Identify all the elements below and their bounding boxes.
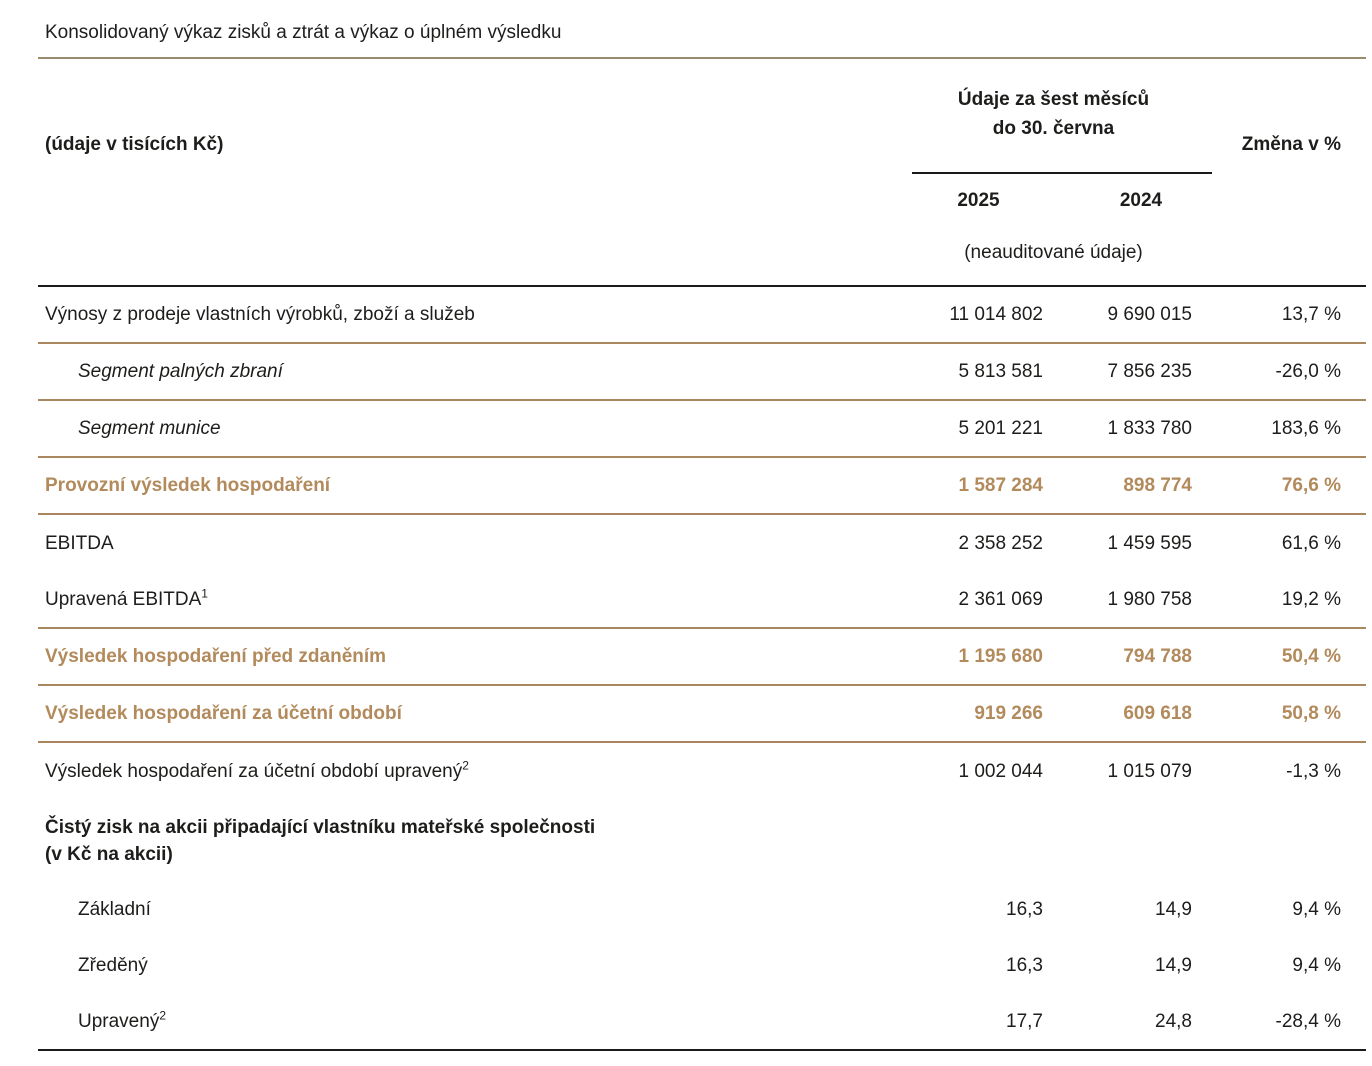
value-2024: 24,8 bbox=[1155, 1010, 1192, 1032]
row-label: Výsledek hospodaření za účetní období bbox=[45, 702, 402, 724]
table-row-segment-firearms: Segment palných zbraní 5 813 581 7 856 2… bbox=[38, 344, 1366, 401]
table-row-period-result-adjusted: Výsledek hospodaření za účetní období up… bbox=[38, 743, 1366, 800]
year-columns: 2025 2024 bbox=[891, 190, 1216, 212]
period-header-group: Údaje za šest měsíců do 30. června 2025 … bbox=[891, 59, 1216, 264]
table-bottom-rule bbox=[38, 1049, 1366, 1051]
value-change: 13,7 % bbox=[1281, 303, 1341, 325]
page-title: Konsolidovaný výkaz zisků a ztrát a výka… bbox=[45, 22, 562, 43]
column-header-2025: 2025 bbox=[957, 190, 1000, 211]
value-2025: 17,7 bbox=[1006, 1010, 1043, 1032]
value-2025: 16,3 bbox=[1006, 899, 1043, 920]
table-row-pretax-result: Výsledek hospodaření před zdaněním 1 195… bbox=[38, 629, 1366, 686]
section-header-line2: (v Kč na akcii) bbox=[45, 844, 173, 865]
row-label: Zředěný bbox=[78, 955, 148, 976]
table-row-eps-basic: Základní 16,3 14,9 9,4 % bbox=[38, 882, 1366, 938]
value-2025: 16,3 bbox=[1006, 955, 1043, 976]
statement-page: Konsolidovaný výkaz zisků a ztrát a výka… bbox=[38, 0, 1366, 1051]
value-2025: 11 014 802 bbox=[949, 303, 1043, 325]
table-row-eps-diluted: Zředěný 16,3 14,9 9,4 % bbox=[38, 938, 1366, 994]
value-2024: 794 788 bbox=[1123, 645, 1192, 667]
section-header-line1: Čistý zisk na akcii připadající vlastník… bbox=[45, 817, 596, 838]
value-2024: 609 618 bbox=[1123, 702, 1192, 724]
period-header-line1: Údaje za šest měsíců bbox=[957, 89, 1150, 110]
title-rule bbox=[38, 57, 1366, 59]
value-2025: 1 002 044 bbox=[958, 760, 1043, 782]
table-row-ebitda: EBITDA 2 358 252 1 459 595 61,6 % bbox=[38, 515, 1366, 572]
unaudited-note: (neauditované údaje) bbox=[964, 242, 1143, 263]
table-row-segment-ammunition: Segment munice 5 201 221 1 833 780 183,6… bbox=[38, 401, 1366, 458]
value-change: -1,3 % bbox=[1286, 760, 1341, 782]
value-change: 76,6 % bbox=[1281, 474, 1341, 496]
section-header-eps: Čistý zisk na akcii připadající vlastník… bbox=[38, 800, 1366, 882]
period-underline bbox=[912, 172, 1212, 174]
table-header: (údaje v tisících Kč) Údaje za šest měsí… bbox=[38, 59, 1366, 285]
value-2024: 14,9 bbox=[1155, 955, 1192, 976]
value-change: -28,4 % bbox=[1275, 1010, 1341, 1032]
value-change: 9,4 % bbox=[1292, 899, 1341, 920]
value-change: 9,4 % bbox=[1292, 955, 1341, 976]
row-label: Výsledek hospodaření před zdaněním bbox=[45, 645, 387, 667]
period-header-line2: do 30. června bbox=[992, 118, 1115, 139]
value-change: 50,4 % bbox=[1281, 645, 1341, 667]
value-change: 183,6 % bbox=[1271, 417, 1341, 439]
unit-label: (údaje v tisících Kč) bbox=[45, 134, 224, 155]
value-change: 50,8 % bbox=[1281, 702, 1341, 724]
value-2024: 9 690 015 bbox=[1107, 303, 1192, 325]
value-2024: 1 459 595 bbox=[1107, 532, 1192, 554]
row-label: Upravený2 bbox=[78, 1008, 167, 1032]
row-label: Segment palných zbraní bbox=[78, 360, 283, 382]
footnote-marker-2: 2 bbox=[462, 758, 469, 773]
value-2024: 1 833 780 bbox=[1107, 417, 1192, 439]
row-label: Výnosy z prodeje vlastních výrobků, zbož… bbox=[45, 303, 475, 325]
header-bottom-rule bbox=[38, 285, 1366, 287]
row-label: Provozní výsledek hospodaření bbox=[45, 474, 331, 496]
value-2025: 1 587 284 bbox=[958, 474, 1043, 496]
table-row-period-result: Výsledek hospodaření za účetní období 91… bbox=[38, 686, 1366, 743]
footnote-marker-1: 1 bbox=[201, 586, 208, 601]
value-2025: 919 266 bbox=[974, 702, 1043, 724]
table-row-eps-adjusted: Upravený2 17,7 24,8 -28,4 % bbox=[38, 994, 1366, 1049]
row-label: Segment munice bbox=[78, 417, 221, 439]
value-2024: 1 980 758 bbox=[1107, 588, 1192, 610]
row-label: Základní bbox=[78, 899, 151, 920]
value-2024: 898 774 bbox=[1123, 474, 1192, 496]
value-change: 19,2 % bbox=[1281, 588, 1341, 610]
value-change: -26,0 % bbox=[1275, 360, 1341, 382]
row-label: Výsledek hospodaření za účetní období up… bbox=[45, 758, 469, 782]
value-2025: 5 201 221 bbox=[958, 417, 1043, 439]
footnote-marker-2: 2 bbox=[159, 1008, 167, 1023]
value-2025: 2 358 252 bbox=[958, 532, 1043, 554]
table-row-adjusted-ebitda: Upravená EBITDA1 2 361 069 1 980 758 19,… bbox=[38, 572, 1366, 629]
column-header-2024: 2024 bbox=[1119, 190, 1163, 211]
column-header-change: Změna v % bbox=[1241, 134, 1341, 155]
value-change: 61,6 % bbox=[1281, 532, 1341, 554]
table-row-operating-result: Provozní výsledek hospodaření 1 587 284 … bbox=[38, 458, 1366, 515]
value-2025: 2 361 069 bbox=[958, 588, 1043, 610]
value-2024: 7 856 235 bbox=[1107, 360, 1192, 382]
value-2025: 1 195 680 bbox=[958, 645, 1043, 667]
value-2024: 14,9 bbox=[1155, 899, 1192, 920]
period-header: Údaje za šest měsíců do 30. června bbox=[891, 85, 1216, 143]
value-2024: 1 015 079 bbox=[1107, 760, 1192, 782]
row-label: Upravená EBITDA1 bbox=[45, 586, 208, 610]
value-2025: 5 813 581 bbox=[958, 360, 1043, 382]
table-row-revenues: Výnosy z prodeje vlastních výrobků, zbož… bbox=[38, 287, 1366, 344]
row-label: EBITDA bbox=[45, 532, 114, 554]
